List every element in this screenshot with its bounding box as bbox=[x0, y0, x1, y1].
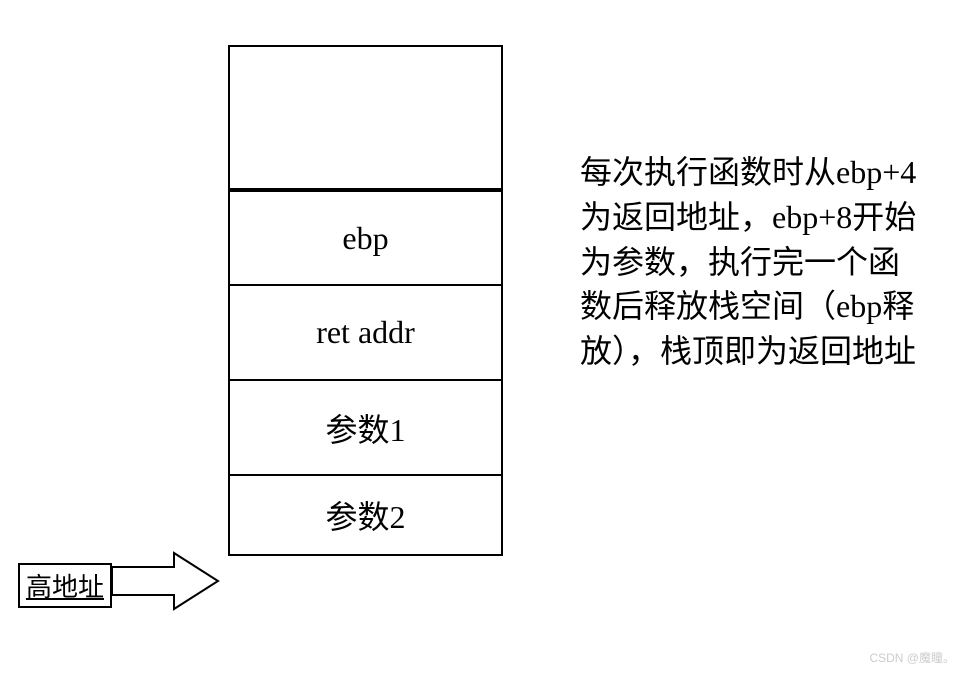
stack-cell-param1: 参数1 bbox=[229, 380, 502, 475]
watermark-text: CSDN @魔瞳。 bbox=[869, 649, 955, 666]
high-address-label: 高地址 bbox=[18, 563, 112, 608]
high-address-arrow-icon bbox=[112, 549, 222, 613]
stack-frame-table: ebp ret addr 参数1 参数2 bbox=[228, 45, 503, 556]
diagram-container: ebp ret addr 参数1 参数2 每次执行函数时从ebp+4为返回地址，… bbox=[0, 0, 965, 674]
stack-cell-param2: 参数2 bbox=[229, 475, 502, 555]
stack-cell-retaddr: ret addr bbox=[229, 285, 502, 380]
description-text: 每次执行函数时从ebp+4为返回地址，ebp+8开始为参数，执行完一个函数后释放… bbox=[580, 150, 920, 374]
stack-cell-empty bbox=[229, 46, 502, 190]
stack-cell-ebp: ebp bbox=[229, 190, 502, 285]
